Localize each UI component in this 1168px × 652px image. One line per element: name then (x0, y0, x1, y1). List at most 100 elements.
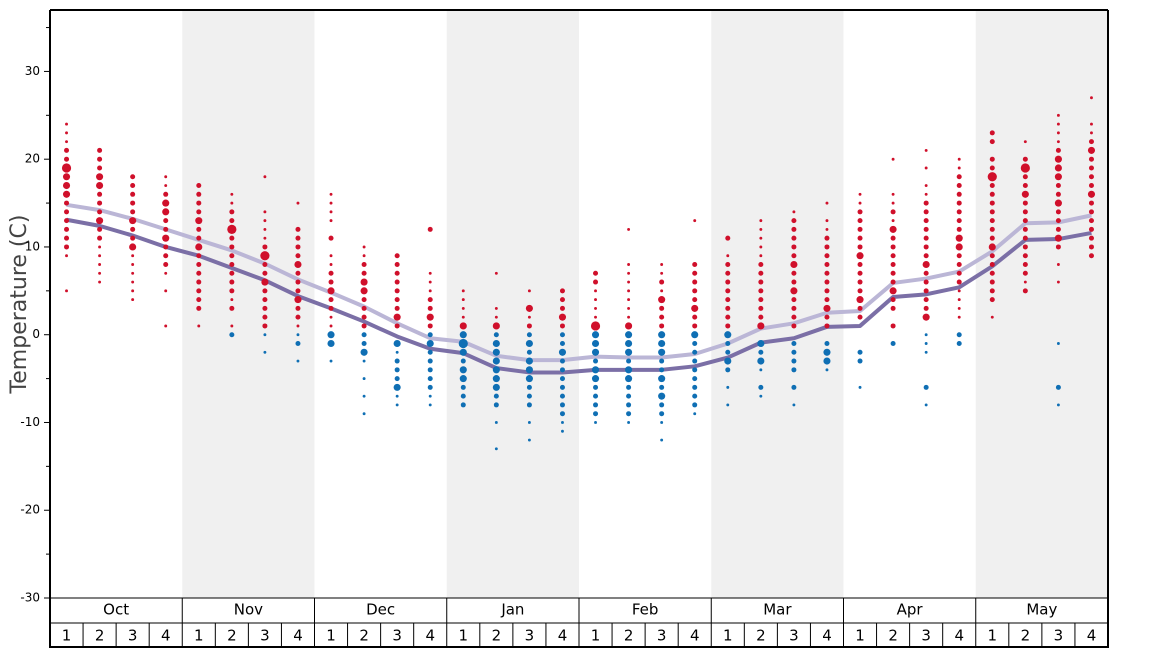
warm-dot (461, 315, 465, 319)
cold-dot (692, 384, 698, 390)
warm-dot (1088, 218, 1094, 224)
warm-dot (295, 305, 301, 311)
warm-dot (725, 279, 731, 285)
cold-dot (559, 340, 565, 346)
warm-dot (295, 314, 301, 320)
warm-dot (825, 201, 829, 205)
cold-dot (493, 393, 499, 399)
warm-dot (725, 314, 731, 320)
warm-dot (164, 271, 168, 275)
warm-dot (64, 226, 70, 232)
warm-dot (627, 298, 631, 302)
warm-dot (791, 226, 797, 232)
warm-dot (989, 130, 995, 136)
warm-dot (957, 157, 961, 161)
warm-dot (1087, 190, 1096, 198)
warm-dot (1056, 131, 1060, 135)
warm-dot (1056, 140, 1060, 144)
warm-dot (891, 219, 895, 223)
warm-dot (227, 224, 237, 235)
warm-dot (660, 263, 664, 266)
cold-dot (525, 366, 533, 374)
warm-dot (659, 305, 665, 311)
warm-dot (824, 314, 830, 320)
warm-dot (295, 288, 301, 294)
cold-dot (428, 394, 432, 398)
cold-dot (362, 394, 366, 398)
cold-dot (956, 340, 962, 346)
week-label: 1 (326, 627, 336, 645)
warm-dot (857, 270, 863, 276)
warm-dot (957, 306, 961, 310)
month-shade (182, 10, 315, 598)
cold-dot (263, 333, 267, 337)
warm-dot (1055, 218, 1061, 224)
y-tick-label: 0 (32, 327, 40, 341)
warm-dot (989, 200, 995, 206)
warm-dot (891, 192, 895, 196)
warm-dot (923, 244, 929, 250)
warm-dot (64, 147, 70, 153)
cold-dot (923, 384, 929, 390)
cold-dot (295, 340, 301, 346)
warm-dot (329, 263, 333, 266)
warm-dot (857, 288, 863, 294)
warm-dot (527, 315, 531, 319)
warm-dot (890, 262, 896, 268)
warm-dot (295, 235, 301, 241)
warm-dot (361, 305, 367, 311)
warm-dot (295, 253, 301, 259)
warm-dot (65, 254, 68, 258)
warm-dot (197, 324, 201, 328)
warm-dot (989, 218, 995, 224)
warm-dot (559, 323, 565, 329)
warm-dot (329, 254, 333, 258)
cold-dot (594, 421, 597, 424)
warm-dot (229, 279, 235, 285)
warm-dot (923, 288, 929, 294)
warm-dot (294, 260, 302, 269)
warm-dot (889, 287, 897, 295)
warm-dot (427, 297, 433, 303)
warm-dot (725, 270, 731, 276)
warm-dot (163, 218, 169, 224)
warm-dot (956, 174, 962, 180)
warm-dot (758, 297, 764, 303)
cold-dot (459, 348, 467, 356)
warm-dot (725, 297, 731, 303)
warm-dot (956, 253, 962, 259)
warm-dot (693, 219, 697, 223)
warm-dot (461, 289, 465, 293)
y-tick-label: 30 (25, 64, 40, 78)
warm-dot (262, 305, 268, 311)
week-label: 1 (459, 627, 469, 645)
warm-dot (196, 305, 202, 311)
cold-dot (561, 429, 564, 433)
cold-dot (924, 342, 928, 345)
cold-dot (658, 392, 666, 400)
warm-dot (956, 183, 962, 189)
warm-dot (461, 306, 465, 310)
warm-dot (1088, 235, 1094, 241)
warm-dot (328, 279, 334, 285)
warm-dot (559, 297, 565, 303)
warm-dot (130, 191, 136, 197)
warm-dot (956, 191, 962, 197)
cold-dot (625, 375, 633, 383)
warm-dot (1055, 191, 1061, 197)
cold-dot (460, 358, 466, 364)
week-label: 4 (425, 627, 435, 645)
cold-dot (791, 367, 797, 373)
week-label: 4 (822, 627, 832, 645)
month-shade (446, 10, 579, 598)
warm-dot (494, 271, 498, 275)
warm-dot (1054, 173, 1062, 181)
warm-dot (922, 313, 930, 321)
warm-dot (327, 287, 335, 295)
warm-dot (196, 183, 202, 189)
warm-dot (1088, 156, 1094, 162)
cold-dot (526, 332, 532, 338)
cold-dot (459, 366, 467, 374)
warm-dot (394, 253, 400, 259)
